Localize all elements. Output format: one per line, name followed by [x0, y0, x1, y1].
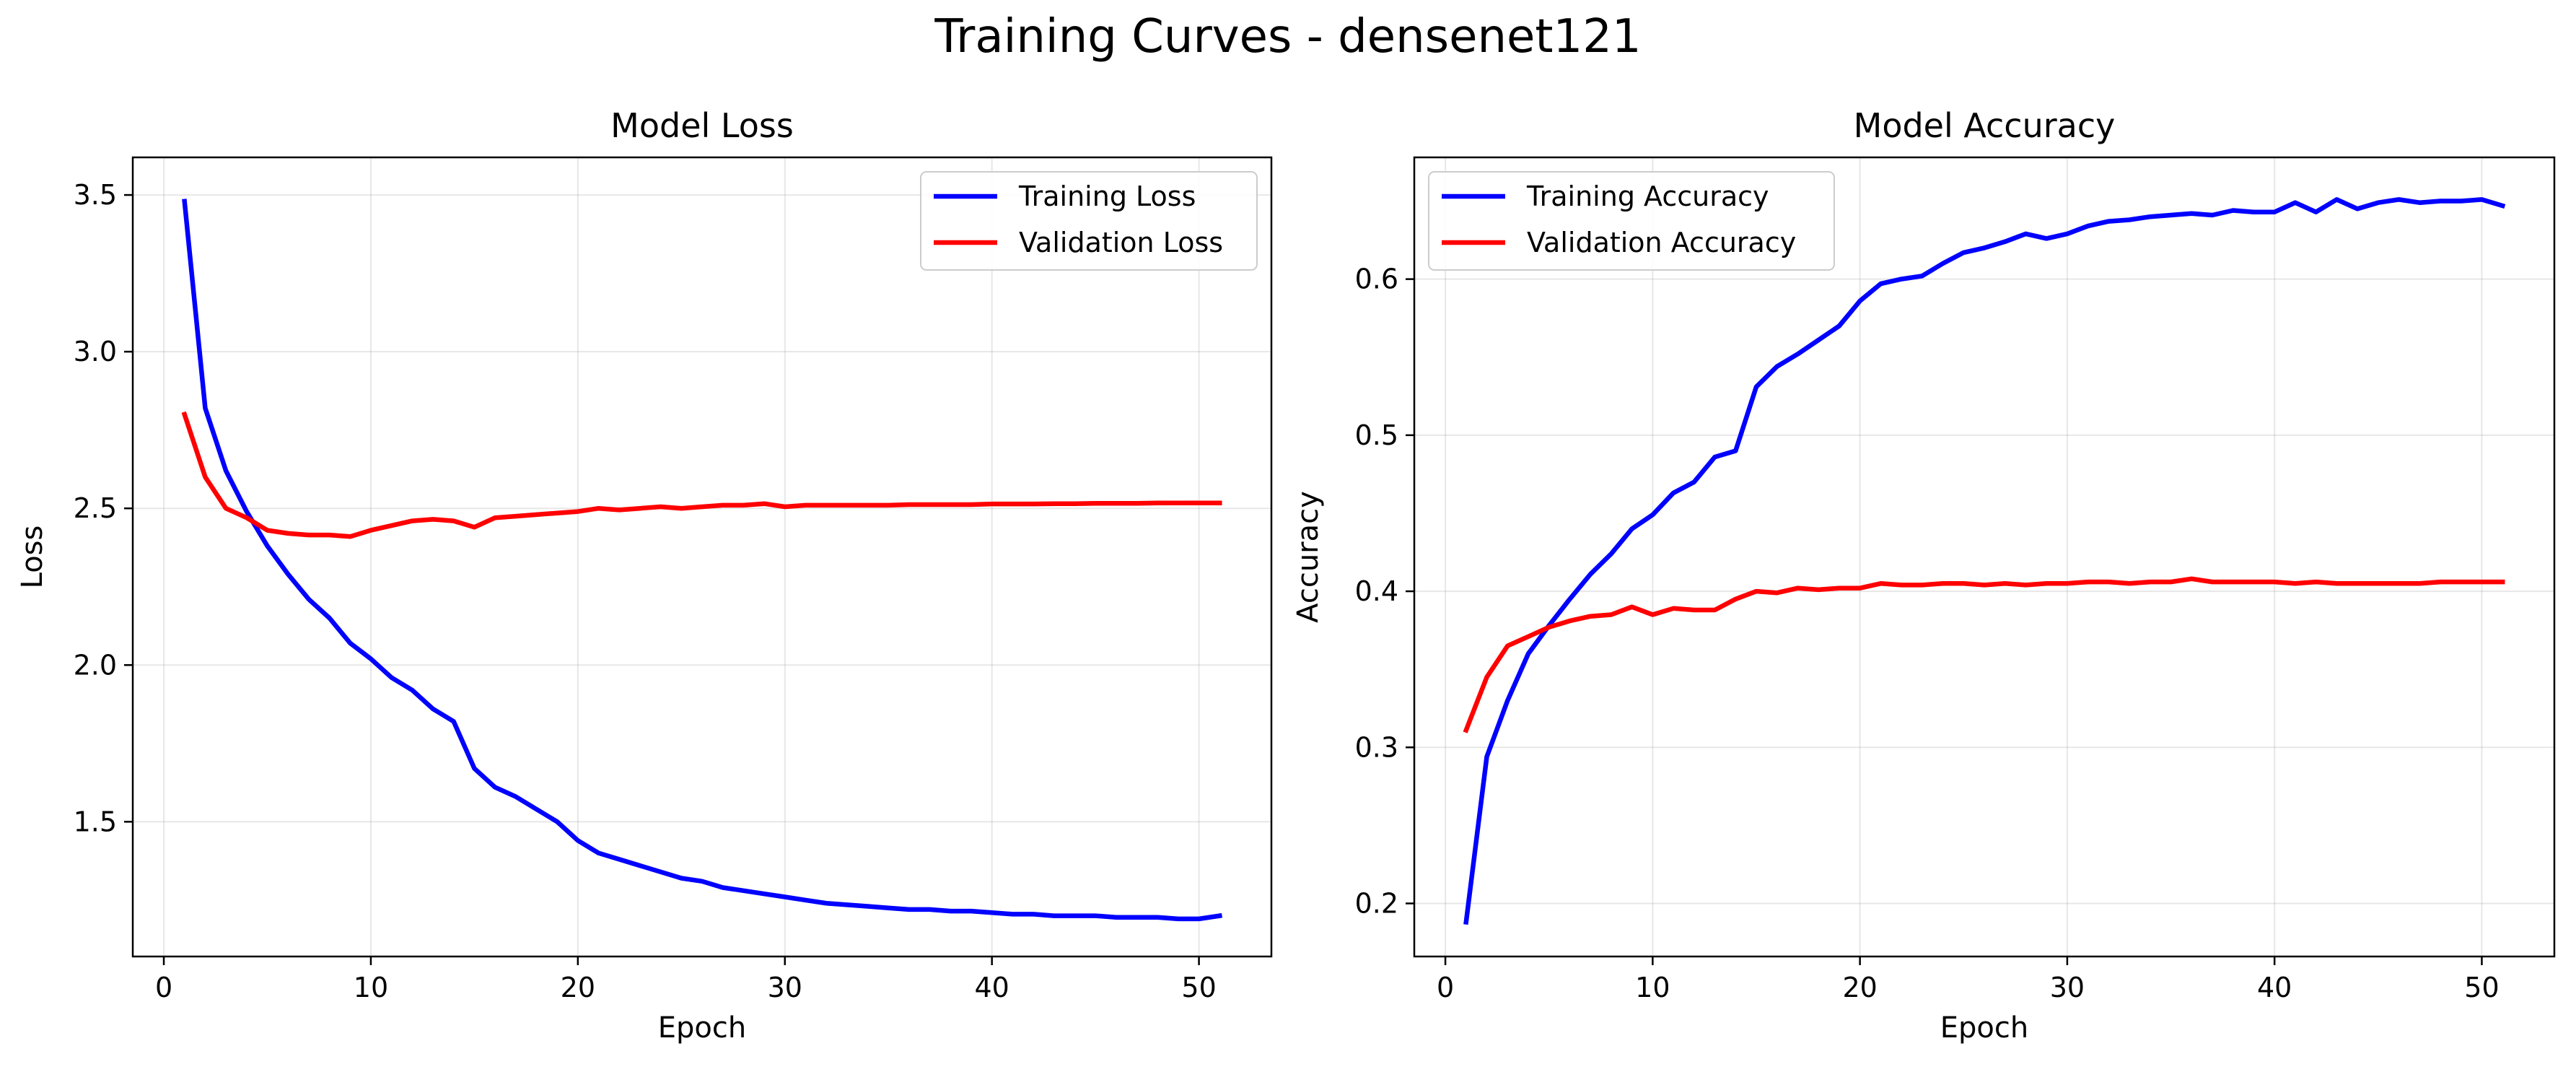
training-accuracy-legend-label: Training Accuracy	[1526, 180, 1769, 212]
x-tick-label: 10	[1635, 972, 1670, 1003]
validation-accuracy-legend-label: Validation Accuracy	[1527, 227, 1796, 258]
validation-loss-legend-label: Validation Loss	[1019, 227, 1223, 258]
legend: Training Loss Validation Loss	[920, 171, 1258, 271]
y-tick-label: 2.5	[74, 492, 117, 524]
legend-box	[1428, 171, 1835, 271]
y-tick-label: 3.5	[74, 179, 117, 211]
x-tick-label: 30	[768, 972, 802, 1003]
y-tick-label: 0.6	[1355, 263, 1398, 295]
validation-accuracy-line	[1463, 576, 2505, 733]
legend: Training Accuracy Validation Accuracy	[1428, 171, 1835, 271]
validation-loss-line	[181, 411, 1222, 539]
training-accuracy-line	[1463, 197, 2506, 925]
x-axis-label: Epoch	[658, 1011, 746, 1045]
x-tick-label: 0	[155, 972, 172, 1003]
x-tick-label: 20	[561, 972, 595, 1003]
x-tick-label: 0	[1437, 972, 1454, 1003]
plot-frame	[1413, 156, 2556, 958]
training-loss-legend-label: Training Loss	[1018, 180, 1196, 212]
x-tick-label: 50	[2464, 972, 2499, 1003]
figure-title: Training Curves - densenet121	[934, 10, 1642, 64]
x-axis-label: Epoch	[1940, 1011, 2028, 1045]
x-tick-label: 40	[2257, 972, 2292, 1003]
y-tick-label: 3.0	[74, 336, 117, 367]
training-loss-line	[182, 199, 1222, 922]
x-tick-label: 10	[354, 972, 388, 1003]
y-tick-label: 1.5	[74, 806, 117, 837]
x-tick-label: 50	[1181, 972, 1216, 1003]
x-tick-label: 30	[2050, 972, 2085, 1003]
chart-title: Model Loss	[610, 106, 794, 145]
chart-title: Model Accuracy	[1854, 106, 2116, 145]
x-tick-label: 40	[974, 972, 1009, 1003]
y-tick-label: 2.0	[74, 649, 117, 681]
y-axis-label: Accuracy	[1292, 491, 1325, 623]
plot-frame	[131, 156, 1273, 958]
x-tick-label: 20	[1842, 972, 1877, 1003]
legend-box	[920, 171, 1258, 271]
y-axis-label: Loss	[16, 526, 49, 589]
y-tick-label: 0.2	[1355, 887, 1398, 919]
y-tick-label: 0.5	[1355, 419, 1398, 451]
y-tick-label: 0.3	[1355, 731, 1398, 763]
y-tick-label: 0.4	[1355, 575, 1398, 607]
